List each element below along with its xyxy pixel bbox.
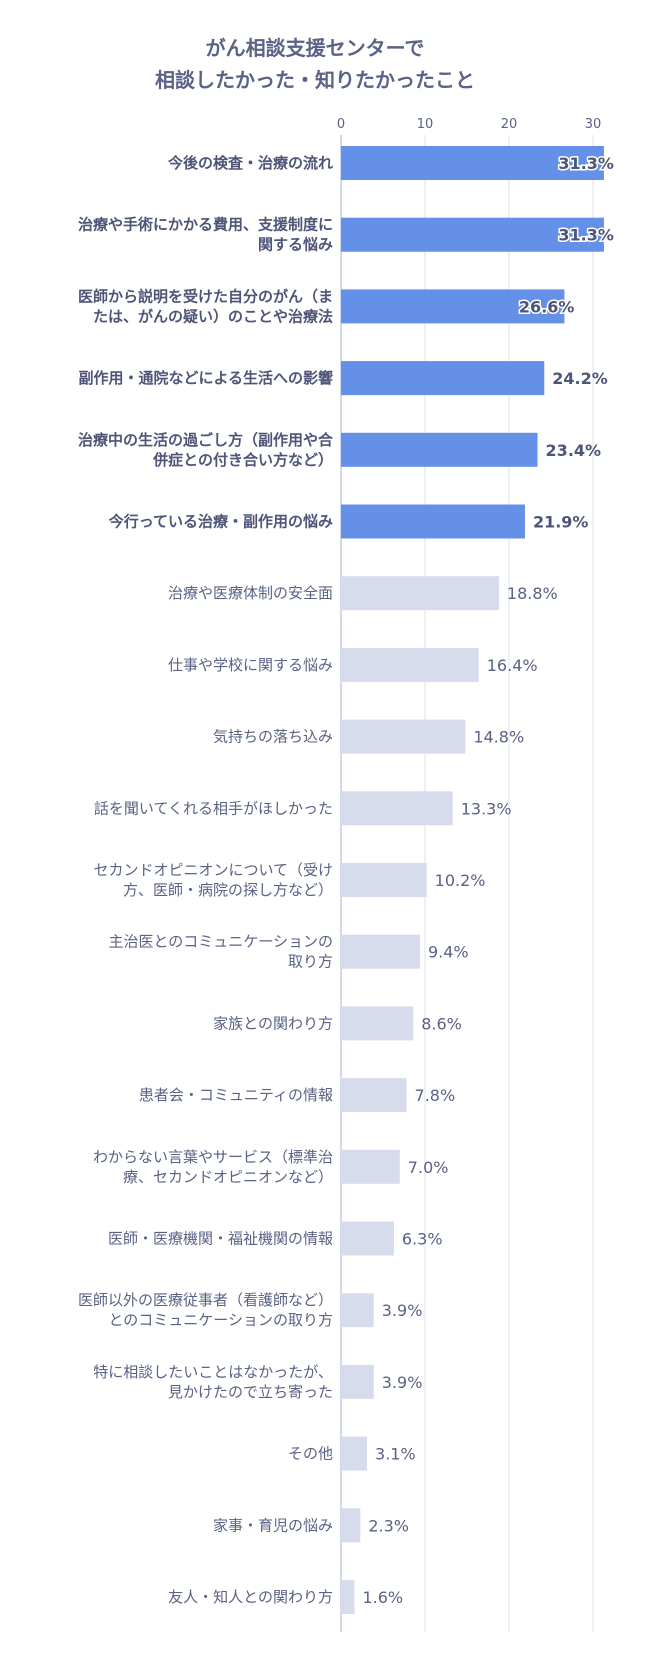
- x-tick-label: 0: [337, 117, 345, 132]
- chart-title-line-1: がん相談支援センターで: [206, 36, 425, 60]
- category-label: 療、セカンドオピニオンなど）: [123, 1168, 333, 1186]
- bar: [341, 1149, 400, 1184]
- value-label: 26.6%: [519, 297, 575, 316]
- value-label: 13.3%: [461, 799, 512, 818]
- bar: [341, 361, 545, 396]
- value-label: 14.8%: [473, 728, 524, 747]
- bar: [341, 1364, 374, 1399]
- value-label: 23.4%: [546, 441, 602, 460]
- bar: [341, 863, 427, 897]
- value-label: 18.8%: [507, 584, 558, 603]
- chart-title-line-2: 相談したかった・知りたかったこと: [155, 68, 475, 92]
- category-label: 関する悩み: [258, 236, 333, 254]
- value-label: 3.9%: [382, 1301, 423, 1320]
- category-label: 見かけたので立ち寄った: [168, 1383, 333, 1401]
- value-label: 10.2%: [435, 871, 486, 890]
- category-label: 方、医師・病院の探し方など）: [123, 881, 333, 899]
- category-label: その他: [288, 1445, 333, 1463]
- bar: [341, 504, 525, 539]
- value-label: 16.4%: [487, 656, 538, 675]
- value-label: 9.4%: [428, 943, 469, 962]
- category-label: 特に相談したいことはなかったが、: [93, 1363, 333, 1381]
- x-tick-label: 20: [501, 117, 518, 132]
- category-label: 今行っている治療・副作用の悩み: [108, 513, 333, 531]
- value-label: 8.6%: [421, 1014, 462, 1033]
- value-label: 24.2%: [552, 369, 608, 388]
- category-label: たは、がんの疑い）のことや治療法: [93, 307, 333, 325]
- value-label: 31.3%: [558, 226, 614, 245]
- bar: [341, 1078, 407, 1113]
- category-label: 医師・医療機関・福祉機関の情報: [108, 1230, 333, 1248]
- category-label: 治療中の生活の過ごし方（副作用や合: [78, 431, 334, 449]
- bar: [341, 1293, 374, 1328]
- bar: [341, 1436, 368, 1471]
- bar: [341, 1508, 361, 1543]
- category-labels: 今後の検査・治療の流れ治療や手術にかかる費用、支援制度に関する悩み医師から説明を…: [78, 154, 334, 1606]
- bar: [341, 647, 479, 682]
- category-label: とのコミュニケーションの取り方: [108, 1311, 333, 1329]
- bar: [341, 791, 453, 826]
- value-label: 6.3%: [402, 1230, 443, 1249]
- category-label: 副作用・通院などによる生活への影響: [78, 369, 333, 387]
- value-label: 3.1%: [375, 1445, 416, 1464]
- category-label: 治療や手術にかかる費用、支援制度に: [78, 216, 333, 234]
- category-label: わからない言葉やサービス（標準治: [93, 1148, 333, 1166]
- value-label: 7.8%: [415, 1086, 456, 1105]
- bar: [341, 719, 466, 754]
- category-label: 仕事や学校に関する悩み: [168, 656, 333, 674]
- bar: [341, 576, 499, 611]
- bar: [341, 432, 538, 467]
- x-axis-ticks: 0 10 20 30: [337, 117, 601, 132]
- bar: [341, 217, 604, 252]
- category-label: 併症との付き合い方など）: [152, 451, 333, 469]
- category-label: 医師以外の医療従事者（看護師など）: [78, 1291, 333, 1309]
- bar: [341, 1580, 355, 1614]
- category-label: 主治医とのコミュニケーションの: [108, 933, 333, 951]
- bars: [341, 146, 604, 1614]
- value-labels: 31.3% 31.3% 26.6% 24.2% 23.4% 21.9% 18.8% 16.4%…: [362, 153, 615, 1608]
- category-label: 友人・知人との関わり方: [168, 1588, 333, 1606]
- category-label: 家族との関わり方: [213, 1014, 333, 1032]
- bar: [341, 146, 604, 180]
- category-label: 気持ちの落ち込み: [213, 728, 333, 746]
- x-tick-label: 10: [417, 117, 434, 132]
- category-label: セカンドオピニオンについて（受け: [93, 861, 333, 879]
- value-label: 3.9%: [382, 1373, 423, 1392]
- category-label: 話を聞いてくれる相手がほしかった: [94, 799, 333, 817]
- value-label: 7.0%: [408, 1158, 449, 1177]
- category-label: 患者会・コミュニティの情報: [139, 1086, 333, 1104]
- value-label: 21.9%: [533, 513, 589, 532]
- category-label: 治療や医療体制の安全面: [168, 584, 333, 602]
- bar: [341, 289, 565, 324]
- bar: [341, 1006, 414, 1041]
- value-label: 2.3%: [368, 1516, 409, 1535]
- bar: [341, 934, 420, 969]
- category-label: 取り方: [288, 953, 333, 971]
- category-label: 家事・育児の悩み: [213, 1516, 333, 1534]
- category-label: 今後の検査・治療の流れ: [167, 154, 333, 172]
- value-label: 1.6%: [362, 1588, 403, 1607]
- bar: [341, 1221, 394, 1256]
- category-label: 医師から説明を受けた自分のがん（ま: [78, 287, 333, 305]
- x-tick-label: 30: [585, 117, 602, 132]
- value-label: 31.3%: [558, 154, 614, 173]
